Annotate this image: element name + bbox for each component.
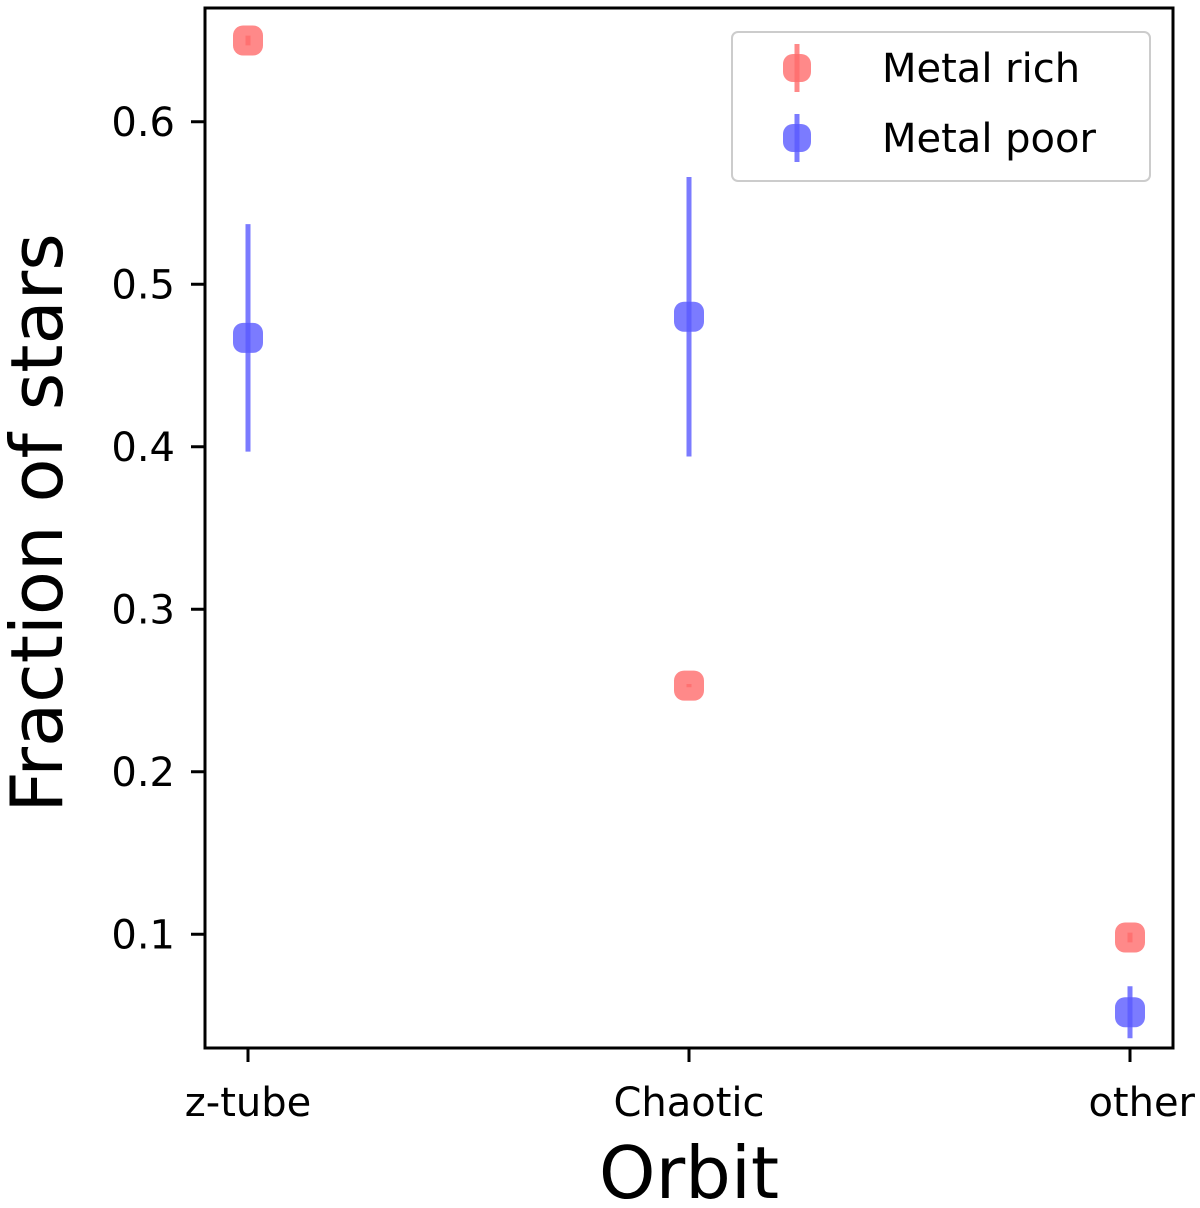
legend-marker — [783, 54, 811, 82]
legend-box — [731, 31, 1151, 182]
data-point — [674, 301, 704, 332]
data-point — [674, 670, 704, 701]
y-tick-label: 0.3 — [111, 587, 175, 633]
y-tick-label: 0.1 — [111, 912, 175, 958]
y-tick-label: 0.5 — [111, 262, 175, 308]
y-tick-label: 0.6 — [111, 100, 175, 146]
legend-marker — [783, 124, 811, 152]
x-tick-label: other — [1088, 1080, 1195, 1126]
x-tick-label: z-tube — [185, 1080, 311, 1126]
data-point — [233, 322, 263, 353]
axes: 0.1 0.2 0.3 0.4 0.5 0.6 z-tube Chaotic other — [111, 6, 1196, 1126]
data-point — [1115, 922, 1145, 953]
y-tick-label: 0.2 — [111, 750, 175, 796]
x-axis-label: Orbit — [599, 1131, 779, 1208]
y-axis-label: Fraction of stars — [0, 233, 79, 813]
legend: Metal rich Metal poor — [731, 31, 1151, 182]
data-point — [233, 25, 263, 56]
data-point — [1115, 997, 1145, 1028]
y-tick-label: 0.4 — [111, 425, 175, 471]
legend-label: Metal rich — [882, 46, 1080, 92]
plot-area — [233, 25, 1145, 1039]
x-tick-label: Chaotic — [613, 1080, 764, 1126]
legend-label: Metal poor — [882, 116, 1096, 162]
